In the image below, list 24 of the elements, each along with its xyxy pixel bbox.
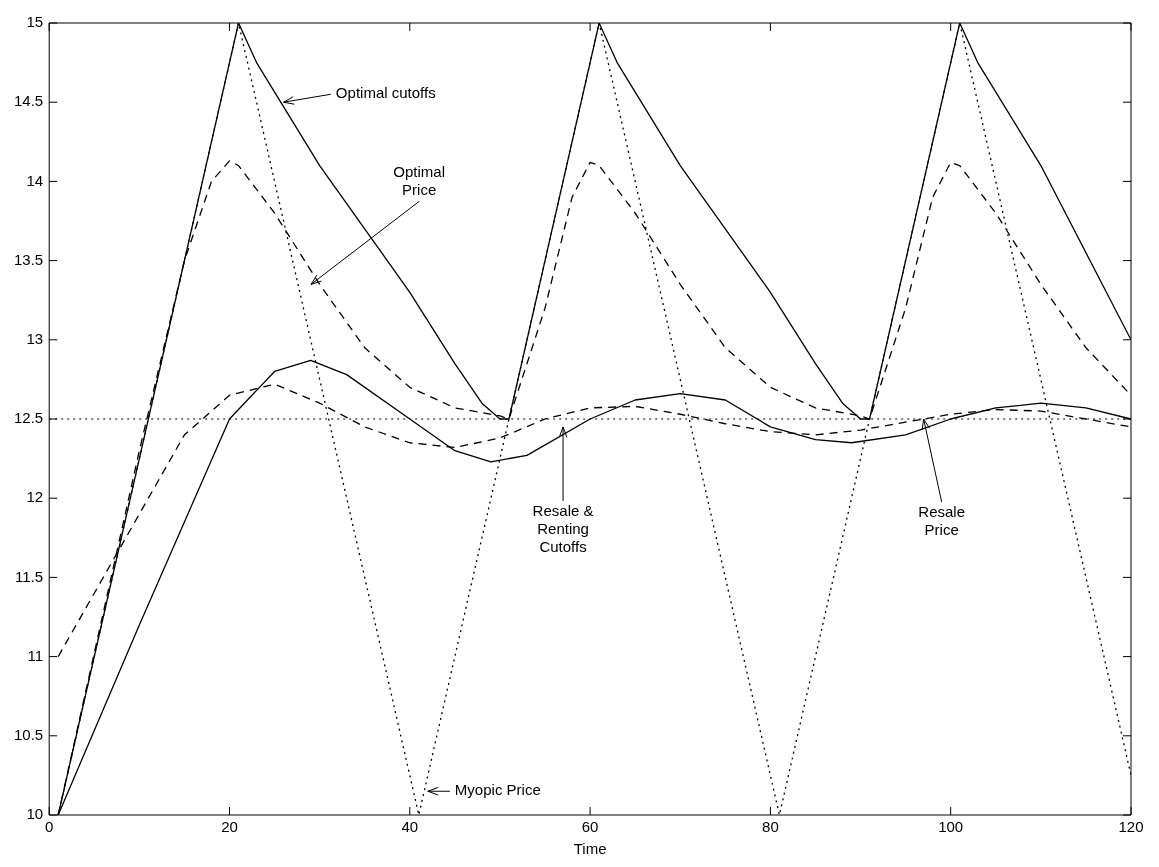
y-tick-label: 15	[26, 13, 44, 31]
annotation: Optimal Price	[393, 162, 446, 198]
x-tick-label: 20	[221, 818, 238, 836]
x-axis-title: Time	[573, 840, 607, 858]
x-tick-label: 40	[401, 818, 419, 836]
x-tick-label: 120	[1118, 818, 1144, 836]
x-tick-label: 80	[762, 818, 779, 836]
y-tick-label: 12	[26, 488, 44, 506]
y-tick-label: 13.5	[13, 250, 44, 268]
y-tick-label: 10.5	[13, 725, 44, 743]
annotation: Optimal cutoffs	[335, 84, 436, 102]
y-tick-label: 14	[26, 171, 44, 189]
y-tick-label: 12.5	[13, 409, 44, 427]
y-tick-label: 14.5	[13, 92, 44, 110]
annotation: Resale Price	[918, 503, 966, 539]
x-tick-label: 0	[45, 818, 54, 836]
annotation: Resale & Renting Cutoffs	[532, 502, 594, 556]
y-tick-label: 11	[27, 646, 44, 664]
y-tick-label: 10	[26, 805, 44, 823]
y-tick-label: 11.5	[15, 567, 44, 585]
y-tick-label: 13	[26, 329, 44, 347]
x-tick-label: 60	[581, 818, 599, 836]
x-tick-label: 100	[938, 818, 964, 836]
annotation: Myopic Price	[454, 781, 541, 799]
